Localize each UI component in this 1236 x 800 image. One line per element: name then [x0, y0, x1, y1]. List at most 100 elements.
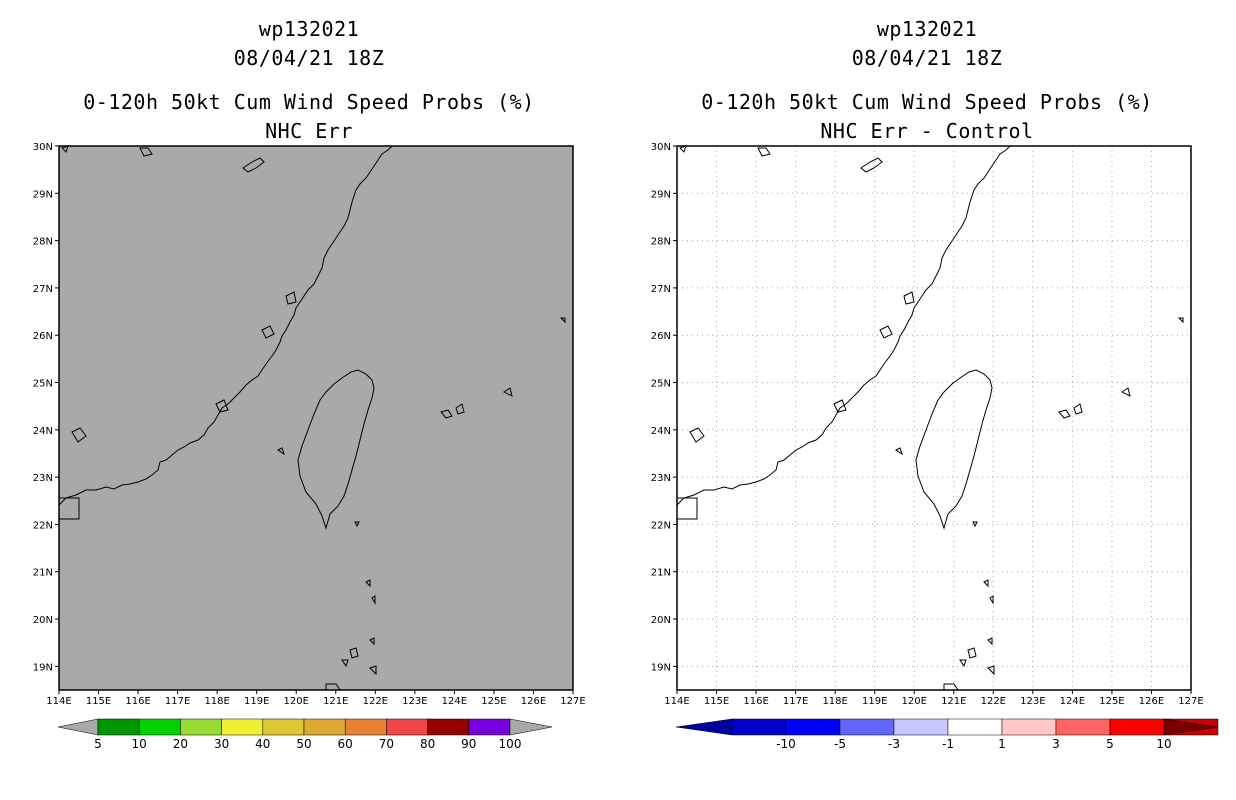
island-coastline	[354, 521, 360, 528]
colorbar-label: 3	[1052, 737, 1060, 751]
colorbar-segment	[97, 718, 140, 736]
island-coastline	[689, 427, 705, 443]
colorbar-label: 5	[1106, 737, 1114, 751]
island-coastline	[455, 403, 465, 415]
x-tick-label: 120E	[902, 696, 927, 707]
island-coastline	[215, 399, 229, 413]
y-tick-label: 20N	[651, 615, 671, 626]
datetime: 08/04/21 18Z	[851, 46, 1003, 70]
island-coastline	[139, 147, 153, 157]
y-tick-label: 26N	[33, 331, 53, 342]
x-tick-label: 122E	[363, 696, 388, 707]
x-tick-label: 119E	[244, 696, 269, 707]
island-coastline	[972, 521, 978, 528]
y-tick-label: 24N	[33, 426, 53, 437]
island-coastline	[277, 447, 285, 456]
island-coastline	[559, 317, 566, 324]
island-coastline	[879, 325, 893, 339]
y-tick-label: 24N	[651, 426, 671, 437]
colorbar-segment	[731, 718, 787, 736]
colorbar-right-triangle	[1163, 718, 1219, 736]
y-tick-label: 19N	[33, 662, 53, 673]
left-panel: wp132021 08/04/21 18Z 0-120h 50kt Cum Wi…	[33, 17, 586, 751]
island-coastline	[989, 595, 994, 605]
colorbar-segment	[427, 718, 470, 736]
island-coastline	[1073, 403, 1083, 415]
plot-background	[677, 146, 1191, 690]
colorbar-label: -5	[834, 737, 846, 751]
y-tick-label: 22N	[651, 520, 671, 531]
island-coastline	[757, 147, 771, 157]
y-tick-label: 27N	[651, 284, 671, 295]
y-tick-label: 21N	[33, 568, 53, 579]
product-title: 0-120h 50kt Cum Wind Speed Probs (%)	[83, 90, 535, 114]
island-coastline	[503, 387, 513, 397]
colorbar-label: 5	[94, 737, 102, 751]
x-tick-label: 116E	[125, 696, 150, 707]
y-tick-label: 21N	[651, 568, 671, 579]
y-tick-label: 25N	[651, 379, 671, 390]
colorbar-label: -1	[942, 737, 954, 751]
colorbar-label: 50	[296, 737, 311, 751]
island-coastline	[1121, 387, 1131, 397]
x-tick-label: 125E	[1099, 696, 1124, 707]
colorbar-right-triangle	[509, 718, 553, 736]
y-tick-label: 30N	[33, 142, 53, 153]
y-tick-label: 23N	[33, 473, 53, 484]
right-panel: wp132021 08/04/21 18Z 0-120h 50kt Cum Wi…	[618, 0, 1236, 800]
island-coastline	[440, 409, 453, 419]
colorbar-segment	[138, 718, 181, 736]
colorbar-label: 70	[379, 737, 394, 751]
island-coastline	[895, 447, 903, 456]
island-coastline	[903, 291, 915, 305]
colorbar-segment	[785, 718, 841, 736]
x-tick-label: 123E	[1020, 696, 1045, 707]
colorbar-label: -3	[888, 737, 900, 751]
island-coastline	[860, 157, 883, 173]
island-coastline	[987, 637, 993, 646]
x-tick-label: 121E	[323, 696, 348, 707]
island-coastline	[679, 145, 687, 153]
colorbar-label: 60	[338, 737, 353, 751]
y-tick-label: 22N	[33, 520, 53, 531]
coastlines	[676, 145, 1184, 691]
island-coastline	[71, 427, 87, 443]
x-tick-label: 118E	[822, 696, 847, 707]
x-tick-label: 122E	[981, 696, 1006, 707]
colorbar-label: -10	[776, 737, 796, 751]
x-tick-label: 123E	[402, 696, 427, 707]
colorbar-segment	[839, 718, 895, 736]
china-coastline	[58, 145, 393, 506]
plot-background	[59, 146, 573, 690]
colorbar-segment	[468, 718, 511, 736]
island-coastline	[261, 325, 275, 339]
colorbar: -10 -5 -3 -1 1 3 5 10	[675, 718, 1219, 751]
y-tick-label: 26N	[651, 331, 671, 342]
x-tick-label: 127E	[1178, 696, 1203, 707]
colorbar-segment	[1109, 718, 1165, 736]
y-tick-label: 25N	[33, 379, 53, 390]
x-tick-label: 114E	[664, 696, 689, 707]
colorbar-label: 100	[499, 737, 522, 751]
island-coastline	[983, 579, 989, 588]
x-tick-label: 115E	[704, 696, 729, 707]
colorbar-segment	[893, 718, 949, 736]
colorbar-label: 90	[461, 737, 476, 751]
coastlines	[58, 145, 566, 691]
x-tick-label: 125E	[481, 696, 506, 707]
colorbar-segment	[1001, 718, 1057, 736]
colorbar-segment	[947, 718, 1003, 736]
island-coastline	[242, 157, 265, 173]
y-tick-label: 23N	[651, 473, 671, 484]
x-tick-label: 124E	[1060, 696, 1085, 707]
island-coastline	[365, 579, 371, 588]
y-tick-label: 29N	[651, 189, 671, 200]
x-tick-label: 120E	[284, 696, 309, 707]
colorbar-label: 1	[998, 737, 1006, 751]
product-title: 0-120h 50kt Cum Wind Speed Probs (%)	[701, 90, 1153, 114]
island-coastline	[341, 659, 349, 668]
x-tick-label: 114E	[46, 696, 71, 707]
colorbar-label: 80	[420, 737, 435, 751]
colorbar-left-triangle	[675, 718, 733, 736]
colorbar-label: 20	[173, 737, 188, 751]
